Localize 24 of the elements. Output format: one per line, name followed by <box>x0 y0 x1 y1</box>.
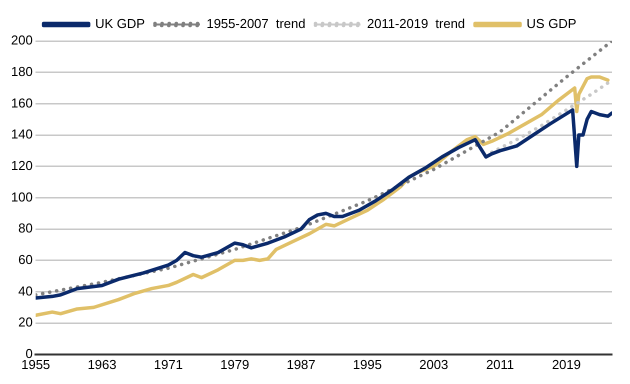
y-tick-label: 180 <box>10 64 33 79</box>
y-tick-label: 100 <box>10 189 33 204</box>
y-tick-label: 80 <box>18 220 33 236</box>
legend-label: UK GDP <box>95 16 145 32</box>
y-tick-label: 200 <box>10 32 33 48</box>
legend-label: US GDP <box>526 16 576 32</box>
y-tick-label: 40 <box>18 283 33 298</box>
line-series <box>36 41 612 297</box>
y-tick-label: 0 <box>25 346 33 361</box>
x-tick-label: 2003 <box>419 356 448 372</box>
x-tick-label: 2011 <box>486 356 514 372</box>
y-tick-label: 60 <box>18 252 33 267</box>
y-tick-label: 120 <box>10 158 33 173</box>
legend-label: 1955-2007 trend <box>206 16 306 32</box>
x-tick-label: 1995 <box>352 356 382 372</box>
x-tick-label: 1979 <box>220 356 250 372</box>
x-tick-label: 2019 <box>552 356 581 372</box>
x-tick-label: 1963 <box>88 356 116 372</box>
y-tick-label: 140 <box>10 126 33 142</box>
legend-label: 2011-2019 trend <box>366 16 466 32</box>
x-tick-label: 1987 <box>286 356 316 372</box>
y-tick-label: 160 <box>10 95 33 110</box>
y-tick-label: 20 <box>18 314 33 330</box>
x-tick-label: 1971 <box>154 356 183 372</box>
